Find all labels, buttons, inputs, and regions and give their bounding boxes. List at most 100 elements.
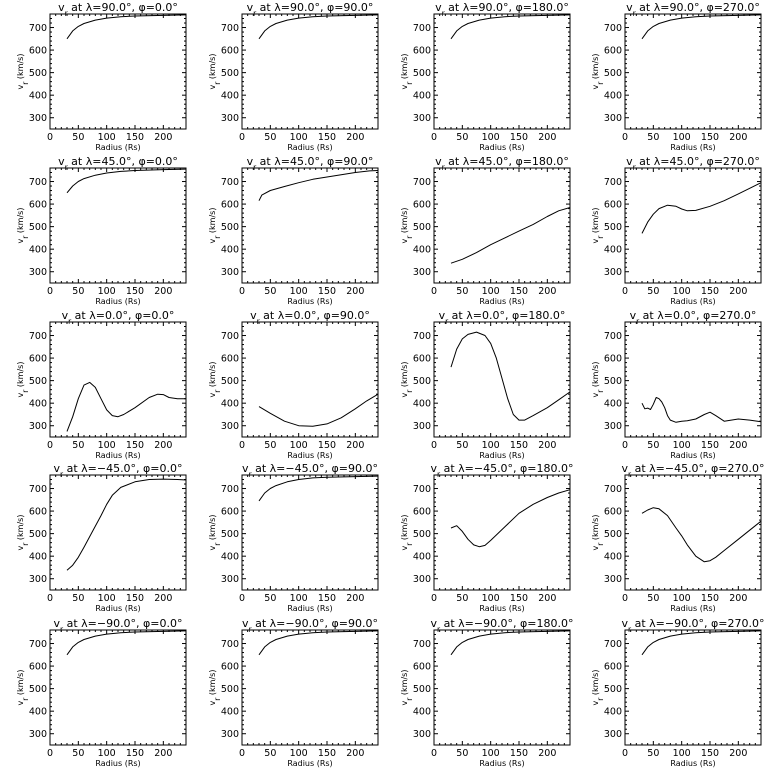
series-line xyxy=(66,381,186,432)
x-tick-label: 50 xyxy=(72,440,84,451)
x-tick-label: 0 xyxy=(239,132,245,143)
y-tick-label: 400 xyxy=(221,245,239,256)
y-axis-label: vr (km/s) xyxy=(208,54,222,90)
y-tick-label: 400 xyxy=(604,245,622,256)
series-line xyxy=(258,14,379,40)
y-tick-label: 400 xyxy=(29,91,47,102)
x-tick-label: 200 xyxy=(346,286,364,297)
y-tick-label: 300 xyxy=(221,729,239,740)
chart-title: vr at λ=−45.0°, φ=270.0° xyxy=(621,462,764,479)
y-axis-label: vr (km/s) xyxy=(16,362,30,398)
plot-frame xyxy=(241,167,379,284)
y-axis-label: vr (km/s) xyxy=(16,54,30,90)
chart-title: vr at λ=45.0°, φ=270.0° xyxy=(626,155,760,172)
y-tick-label: 700 xyxy=(604,639,622,650)
y-tick-label: 500 xyxy=(221,684,239,695)
chart-title: vr at λ=45.0°, φ=180.0° xyxy=(435,155,569,172)
y-tick-label: 500 xyxy=(29,222,47,233)
y-tick-label: 500 xyxy=(221,376,239,387)
chart-title: vr at λ=0.0°, φ=270.0° xyxy=(630,309,757,326)
x-tick-label: 150 xyxy=(701,132,719,143)
x-tick-label: 200 xyxy=(538,286,556,297)
y-axis-label: vr (km/s) xyxy=(400,670,414,706)
x-tick-label: 200 xyxy=(538,440,556,451)
y-axis-label: vr (km/s) xyxy=(400,54,414,90)
x-tick-label: 200 xyxy=(729,132,747,143)
x-tick-label: 150 xyxy=(510,748,528,759)
y-tick-label: 300 xyxy=(413,421,431,432)
chart-panel: vr at λ=−90.0°, φ=270.0° 0 50 100 150 200 300 4… xyxy=(591,617,765,768)
y-tick-label: 500 xyxy=(604,529,622,540)
x-tick-label: 50 xyxy=(456,286,468,297)
x-tick-label: 0 xyxy=(47,593,53,604)
y-tick-label: 300 xyxy=(413,267,431,278)
chart-panel: vr at λ=90.0°, φ=90.0° 0 50 100 150 200 300 400… xyxy=(208,1,379,152)
plot-frame xyxy=(241,321,379,438)
y-tick-label: 300 xyxy=(29,729,47,740)
y-tick-label: 700 xyxy=(413,331,431,342)
x-tick-label: 50 xyxy=(647,132,659,143)
y-tick-label: 400 xyxy=(604,91,622,102)
y-tick-label: 400 xyxy=(413,552,431,563)
y-tick-label: 700 xyxy=(413,177,431,188)
series-line xyxy=(66,168,187,194)
y-tick-label: 300 xyxy=(29,574,47,585)
y-axis-label: vr (km/s) xyxy=(591,54,605,90)
y-tick-label: 400 xyxy=(413,399,431,410)
y-tick-label: 300 xyxy=(604,267,622,278)
x-tick-label: 100 xyxy=(98,440,116,451)
y-tick-label: 600 xyxy=(413,46,431,57)
x-axis-label: Radius (Rs) xyxy=(479,451,524,460)
x-tick-label: 50 xyxy=(264,132,276,143)
plot-frame xyxy=(624,629,762,746)
y-tick-label: 700 xyxy=(413,639,431,650)
y-tick-label: 700 xyxy=(221,484,239,495)
chart-panel: vr at λ=90.0°, φ=270.0° 0 50 100 150 200 300 40… xyxy=(591,1,762,152)
chart-title: vr at λ=−90.0°, φ=0.0° xyxy=(53,617,182,634)
x-axis-label: Radius (Rs) xyxy=(670,143,715,152)
x-axis-label: Radius (Rs) xyxy=(479,297,524,306)
x-tick-label: 50 xyxy=(264,748,276,759)
y-tick-label: 300 xyxy=(221,574,239,585)
x-tick-label: 150 xyxy=(510,440,528,451)
y-tick-label: 600 xyxy=(221,46,239,57)
y-tick-label: 500 xyxy=(413,529,431,540)
chart-title: vr at λ=90.0°, φ=180.0° xyxy=(435,1,569,18)
x-tick-label: 200 xyxy=(154,132,172,143)
series-line xyxy=(258,170,379,201)
y-tick-label: 500 xyxy=(604,222,622,233)
y-tick-label: 400 xyxy=(604,707,622,718)
chart-title: vr at λ=90.0°, φ=0.0° xyxy=(58,1,178,18)
y-tick-label: 500 xyxy=(604,376,622,387)
y-tick-label: 500 xyxy=(413,222,431,233)
x-tick-label: 100 xyxy=(673,132,691,143)
chart-panel: vr at λ=−45.0°, φ=0.0° 0 50 100 150 200 300 400… xyxy=(16,462,187,613)
x-axis-label: Radius (Rs) xyxy=(479,143,524,152)
y-tick-label: 600 xyxy=(221,507,239,518)
x-tick-label: 0 xyxy=(47,440,53,451)
x-tick-label: 50 xyxy=(264,440,276,451)
y-axis-label: vr (km/s) xyxy=(208,362,222,398)
x-tick-label: 0 xyxy=(431,132,437,143)
chart-panel: vr at λ=90.0°, φ=180.0° 0 50 100 150 200 300 40… xyxy=(400,1,571,152)
y-tick-label: 700 xyxy=(604,331,622,342)
chart-panel: vr at λ=−45.0°, φ=270.0° 0 50 100 150 200 300 4… xyxy=(591,462,765,613)
y-tick-label: 300 xyxy=(221,267,239,278)
x-tick-label: 200 xyxy=(346,748,364,759)
x-axis-label: Radius (Rs) xyxy=(95,297,140,306)
x-axis-label: Radius (Rs) xyxy=(287,297,332,306)
chart-title: vr at λ=−90.0°, φ=90.0° xyxy=(242,617,378,634)
x-tick-label: 50 xyxy=(456,132,468,143)
plot-frame xyxy=(49,629,187,746)
plot-frame xyxy=(49,474,187,591)
x-tick-label: 50 xyxy=(456,748,468,759)
x-tick-label: 100 xyxy=(673,748,691,759)
chart-panel: vr at λ=0.0°, φ=270.0° 0 50 100 150 200 300 400… xyxy=(591,309,762,460)
chart-title: vr at λ=−45.0°, φ=90.0° xyxy=(242,462,378,479)
x-tick-label: 100 xyxy=(482,440,500,451)
y-axis-label: vr (km/s) xyxy=(16,208,30,244)
x-tick-label: 100 xyxy=(290,748,308,759)
chart-title: vr at λ=−90.0°, φ=180.0° xyxy=(430,617,573,634)
chart-panel: vr at λ=45.0°, φ=0.0° 0 50 100 150 200 300 400 5… xyxy=(16,155,187,306)
plot-frame xyxy=(624,474,762,591)
